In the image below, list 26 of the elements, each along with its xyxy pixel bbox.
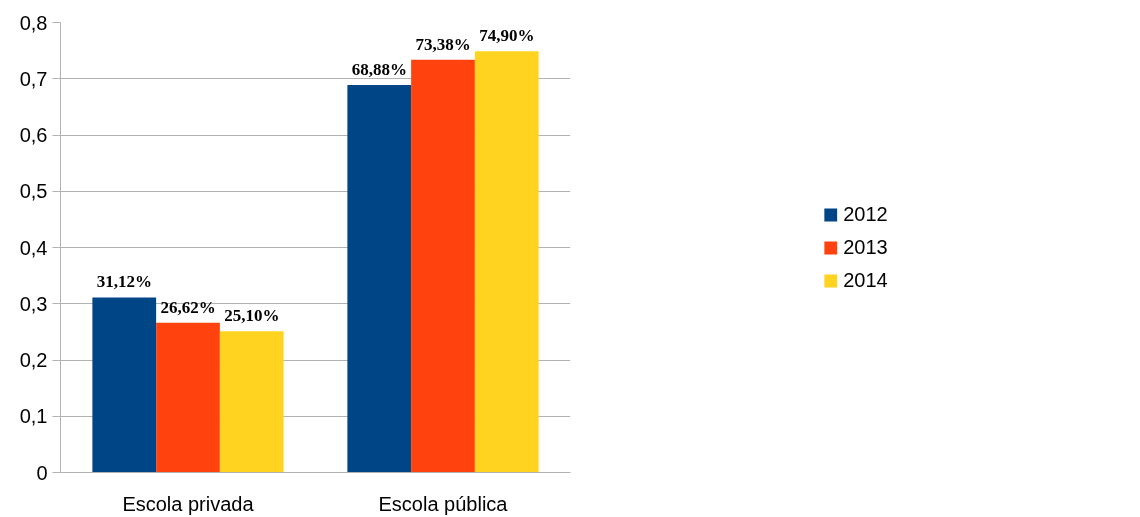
x-tick-label: Escola privada [122, 492, 255, 515]
legend-label: 2012 [843, 202, 888, 226]
legend-label: 2013 [843, 235, 888, 259]
y-tick-label: 0,6 [19, 124, 48, 146]
x-tick-label: Escola pública [378, 492, 509, 515]
bar [411, 59, 475, 473]
y-tick-label: 0,2 [19, 349, 48, 371]
y-tick-label: 0,4 [19, 236, 48, 259]
data-label: 26,62% [160, 297, 216, 317]
data-label: 74,90% [479, 26, 535, 46]
data-label: 68,88% [351, 60, 407, 80]
bar [92, 297, 157, 473]
y-tick-label: 0,5 [19, 180, 48, 203]
data-label: 25,10% [224, 306, 280, 326]
legend-label: 2014 [843, 268, 888, 292]
y-tick-label: 0 [36, 461, 48, 484]
bar [347, 85, 412, 473]
y-tick-label: 0,1 [19, 405, 48, 428]
data-label: 73,38% [415, 34, 471, 54]
y-tick-label: 0,8 [19, 11, 48, 34]
y-tick-label: 0,7 [19, 67, 48, 90]
data-label: 31,12% [96, 272, 152, 292]
bar [156, 322, 220, 473]
bar [219, 331, 284, 473]
y-tick-label: 0,3 [19, 292, 48, 315]
bar [474, 51, 539, 473]
